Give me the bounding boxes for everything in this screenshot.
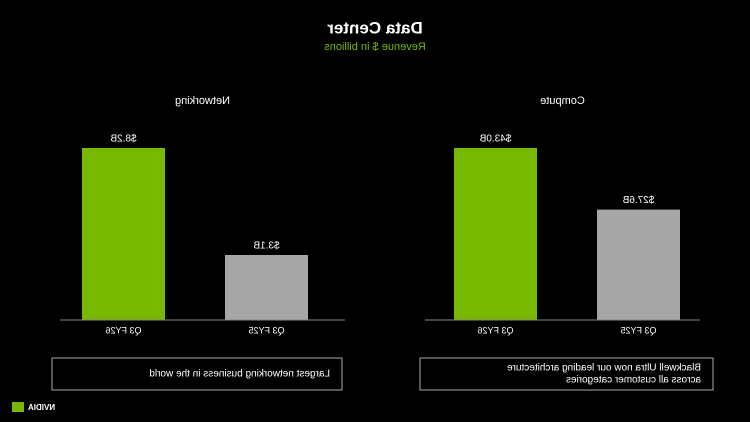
x-tick-label: Q3 FY25 bbox=[248, 325, 284, 335]
x-tick-label: Q3 FY26 bbox=[477, 325, 513, 335]
logo: NVIDIA bbox=[12, 402, 55, 412]
bar bbox=[454, 148, 537, 320]
value-label: $8.2B bbox=[110, 134, 136, 145]
logo-text: NVIDIA bbox=[28, 403, 55, 412]
x-tick-label: Q3 FY26 bbox=[105, 325, 141, 335]
callout-text: Largest networking business in the world bbox=[149, 369, 330, 380]
callout-box bbox=[419, 357, 714, 391]
callout-box bbox=[51, 357, 343, 391]
slide-title: Data Center bbox=[327, 18, 423, 37]
panel-title: Networking bbox=[175, 95, 230, 107]
logo-icon bbox=[12, 402, 24, 412]
callout-text: Blackwell Ultra now our leading architec… bbox=[507, 363, 701, 374]
callout-text: across all customer categories bbox=[566, 375, 701, 386]
bar bbox=[597, 209, 680, 320]
panel-title: Compute bbox=[540, 95, 585, 107]
value-label: $3.1B bbox=[253, 241, 279, 252]
value-label: $27.6B bbox=[622, 195, 654, 206]
bar bbox=[82, 148, 165, 320]
bar bbox=[225, 254, 308, 320]
x-tick-label: Q3 FY25 bbox=[620, 325, 656, 335]
value-label: $43.0B bbox=[479, 134, 511, 145]
slide-subtitle: Revenue $ in billions bbox=[324, 41, 426, 53]
